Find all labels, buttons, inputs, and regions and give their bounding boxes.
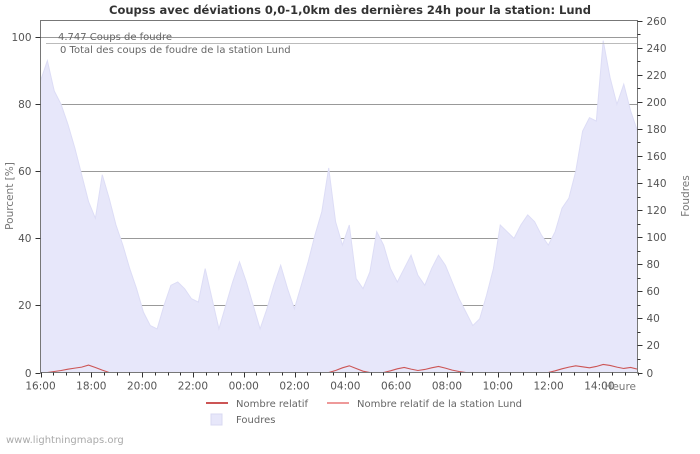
annotation-station-strikes: 0 Total des coups de foudre de la statio… xyxy=(60,45,291,56)
legend-label: Nombre relatif xyxy=(236,399,309,410)
x-tick-label: 16:00 xyxy=(25,381,55,393)
y-tick-label: 40 xyxy=(18,233,31,245)
y-tick-label: 100 xyxy=(11,32,31,44)
y2-tick-label: 0 xyxy=(647,368,654,380)
x-tick-label: 02:00 xyxy=(279,381,309,393)
y-axis-left: 0 20 40 60 80 100 xyxy=(11,32,41,380)
y-tick-label: 0 xyxy=(25,368,32,380)
y-tick-label: 20 xyxy=(18,300,31,312)
y2-tick-label: 160 xyxy=(647,151,667,163)
legend-label: Nombre relatif de la station Lund xyxy=(357,399,522,410)
x-tick-label: 04:00 xyxy=(330,381,360,393)
legend-area-swatch xyxy=(210,413,223,426)
area-path-foudres xyxy=(40,40,638,373)
y2-tick-label: 220 xyxy=(647,70,667,82)
footer-watermark: www.lightningmaps.org xyxy=(6,435,124,446)
y2-tick-label: 80 xyxy=(647,259,660,271)
y-tick-label: 60 xyxy=(18,166,31,178)
annotation-total-strikes: 4.747 Coups de foudre xyxy=(58,32,172,43)
x-tick-label: 06:00 xyxy=(381,381,411,393)
y2-tick-label: 260 xyxy=(647,16,667,28)
legend-label: Foudres xyxy=(236,415,275,426)
x-axis: 16:00 18:00 20:00 22:00 00:00 02:00 04:00 06:00… xyxy=(25,372,639,393)
x-axis-label: Heure xyxy=(604,381,636,393)
page-title: Coupss avec déviations 0,0-1,0km des der… xyxy=(109,3,591,17)
y2-tick-label: 40 xyxy=(647,313,660,325)
x-tick-label: 00:00 xyxy=(229,381,259,393)
y-axis-right-label: Foudres xyxy=(680,175,692,216)
x-tick-label: 18:00 xyxy=(76,381,106,393)
annotation-box: 4.747 Coups de foudre 0 Total des coups … xyxy=(46,32,637,56)
x-tick-label: 12:00 xyxy=(533,381,563,393)
legend-item[interactable]: Nombre relatif de la station Lund xyxy=(327,399,522,410)
y2-tick-label: 200 xyxy=(647,97,667,109)
y-axis-left-label: Pourcent [%] xyxy=(4,162,16,230)
x-tick-label: 14:00 xyxy=(584,381,614,393)
x-tick-label: 22:00 xyxy=(178,381,208,393)
area-series-foudres xyxy=(40,40,638,373)
plot-frame xyxy=(40,20,638,373)
y2-tick-label: 60 xyxy=(647,286,660,298)
legend-item[interactable]: Nombre relatif xyxy=(206,399,309,410)
y2-tick-label: 100 xyxy=(647,232,667,244)
y2-tick-label: 180 xyxy=(647,124,667,136)
legend-item[interactable]: Foudres xyxy=(210,413,275,426)
y2-tick-label: 240 xyxy=(647,43,667,55)
y-axis-right: 0 20 40 60 80 100 120 140 160 180 200 220 240 260 xyxy=(637,16,667,380)
x-tick-label: 08:00 xyxy=(432,381,462,393)
y2-tick-label: 20 xyxy=(647,340,660,352)
x-tick-label: 10:00 xyxy=(483,381,513,393)
chart-legend: Nombre relatif Nombre relatif de la stati… xyxy=(206,399,522,426)
y2-tick-label: 140 xyxy=(647,178,667,190)
y2-tick-label: 120 xyxy=(647,205,667,217)
x-tick-label: 20:00 xyxy=(127,381,157,393)
y-tick-label: 80 xyxy=(18,99,31,111)
